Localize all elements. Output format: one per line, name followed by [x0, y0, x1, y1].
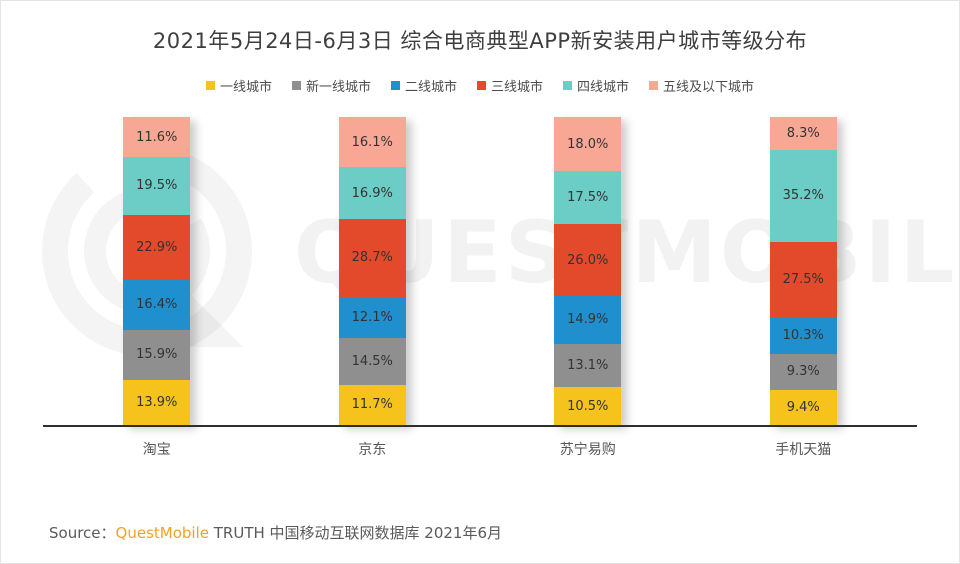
- segment-value-label: 16.4%: [136, 297, 178, 313]
- stacked-bar-京东: 11.7% 14.5% 12.1% 28.7% 16.9% 16.1%: [338, 117, 406, 425]
- segment-value-label: 17.5%: [567, 190, 609, 206]
- segment-value-label: 14.9%: [567, 312, 609, 328]
- legend-item-三线城市: 三线城市: [477, 76, 543, 95]
- segment-value-label: 10.5%: [567, 398, 609, 414]
- segment-value-label: 19.5%: [136, 178, 178, 194]
- legend-label: 三线城市: [491, 79, 544, 95]
- segment-value-label: 12.1%: [351, 309, 393, 325]
- segment-value-label: 22.9%: [136, 239, 178, 255]
- segment-value-label: 35.2%: [782, 188, 824, 204]
- legend: 一线城市 新一线城市 二线城市 三线城市 四线城市 五线及以下城市: [1, 75, 959, 95]
- segment-新一线城市: 14.5%: [338, 337, 406, 385]
- segment-四线城市: 35.2%: [769, 150, 837, 242]
- segment-value-label: 16.1%: [351, 134, 393, 150]
- segment-value-label: 28.7%: [351, 250, 393, 266]
- segment-value-label: 14.5%: [351, 353, 393, 369]
- segment-四线城市: 16.9%: [338, 167, 406, 219]
- segment-value-label: 9.4%: [786, 399, 820, 415]
- legend-color-chip: [477, 80, 486, 90]
- segment-value-label: 16.9%: [351, 185, 393, 201]
- segment-一线城市: 10.5%: [554, 387, 622, 425]
- segment-value-label: 9.3%: [786, 364, 820, 380]
- legend-item-四线城市: 四线城市: [563, 76, 629, 95]
- segment-value-label: 11.7%: [351, 397, 393, 413]
- segment-一线城市: 9.4%: [769, 389, 837, 425]
- source-suffix: TRUTH 中国移动互联网数据库 2021年6月: [208, 524, 503, 542]
- legend-color-chip: [563, 80, 573, 90]
- segment-一线城市: 11.7%: [338, 384, 406, 425]
- legend-item-二线城市: 二线城市: [390, 76, 457, 95]
- segment-value-label: 10.3%: [782, 328, 824, 343]
- source-brand: QuestMobile: [115, 524, 209, 542]
- segment-三线城市: 22.9%: [123, 214, 191, 280]
- segment-新一线城市: 9.3%: [769, 354, 837, 390]
- segment-五线及以下城市: 16.1%: [338, 117, 406, 168]
- legend-color-chip: [390, 80, 400, 90]
- legend-item-新一线城市: 新一线城市: [291, 76, 371, 95]
- stacked-bar-淘宝: 13.9% 15.9% 16.4% 22.9% 19.5% 11.6%: [123, 117, 191, 425]
- legend-item-五线及以下城市: 五线及以下城市: [649, 76, 754, 95]
- segment-五线及以下城市: 8.3%: [769, 117, 837, 151]
- segment-二线城市: 14.9%: [554, 296, 622, 344]
- segment-value-label: 27.5%: [782, 271, 824, 287]
- chart-area: QUESTMOBILE 13.9% 15.9% 16.4% 22.9% 19.5% 11.…: [42, 116, 959, 459]
- segment-五线及以下城市: 18.0%: [554, 116, 622, 172]
- bars-container: 13.9% 15.9% 16.4% 22.9% 19.5% 11.6% 11.7% 14.5%…: [49, 116, 912, 425]
- legend-color-chip: [649, 80, 659, 90]
- segment-二线城市: 10.3%: [769, 316, 837, 355]
- segment-五线及以下城市: 11.6%: [123, 117, 191, 158]
- category-label-手机天猫: 手机天猫: [775, 442, 832, 458]
- legend-item-一线城市: 一线城市: [205, 76, 272, 95]
- stacked-bar-苏宁易购: 10.5% 13.1% 14.9% 26.0% 17.5% 18.0%: [554, 116, 622, 425]
- legend-label: 五线及以下城市: [663, 79, 755, 95]
- bar-slot-手机天猫: 9.4% 9.3% 10.3% 27.5% 35.2% 8.3%: [696, 117, 912, 425]
- legend-label: 二线城市: [404, 79, 457, 95]
- legend-label: 一线城市: [219, 79, 272, 95]
- legend-color-chip: [205, 80, 215, 90]
- category-label-京东: 京东: [358, 442, 387, 458]
- segment-新一线城市: 13.1%: [554, 343, 622, 388]
- segment-value-label: 11.6%: [136, 129, 178, 145]
- bar-slot-淘宝: 13.9% 15.9% 16.4% 22.9% 19.5% 11.6%: [49, 117, 265, 425]
- segment-四线城市: 19.5%: [123, 157, 191, 215]
- chart-title: 2021年5月24日-6月3日 综合电商典型APP新安装用户城市等级分布: [152, 29, 808, 53]
- bar-slot-京东: 11.7% 14.5% 12.1% 28.7% 16.9% 16.1%: [265, 117, 481, 425]
- segment-value-label: 13.1%: [567, 357, 609, 373]
- legend-label: 四线城市: [577, 79, 630, 95]
- segment-三线城市: 28.7%: [338, 218, 406, 297]
- legend-color-chip: [291, 80, 301, 90]
- source-line: Source：QuestMobile TRUTH 中国移动互联网数据库 2021…: [49, 522, 502, 543]
- x-axis-line: [43, 425, 917, 427]
- segment-value-label: 8.3%: [786, 126, 820, 142]
- segment-一线城市: 13.9%: [123, 379, 191, 425]
- category-labels: 淘宝 京东 苏宁易购 手机天猫: [49, 439, 911, 459]
- segment-三线城市: 26.0%: [554, 224, 622, 297]
- category-label-淘宝: 淘宝: [142, 442, 171, 458]
- segment-value-label: 13.9%: [136, 394, 178, 410]
- segment-value-label: 18.0%: [567, 136, 609, 152]
- segment-三线城市: 27.5%: [769, 241, 837, 317]
- stacked-bar-手机天猫: 9.4% 9.3% 10.3% 27.5% 35.2% 8.3%: [769, 117, 837, 425]
- segment-value-label: 15.9%: [136, 347, 178, 363]
- segment-value-label: 26.0%: [567, 252, 609, 268]
- bar-slot-苏宁易购: 10.5% 13.1% 14.9% 26.0% 17.5% 18.0%: [480, 116, 696, 425]
- segment-新一线城市: 15.9%: [123, 330, 191, 380]
- segment-二线城市: 12.1%: [338, 296, 406, 338]
- legend-label: 新一线城市: [305, 79, 371, 95]
- category-label-苏宁易购: 苏宁易购: [559, 442, 616, 458]
- source-label: Source：: [49, 524, 116, 542]
- segment-二线城市: 16.4%: [123, 279, 191, 331]
- segment-四线城市: 17.5%: [554, 171, 622, 225]
